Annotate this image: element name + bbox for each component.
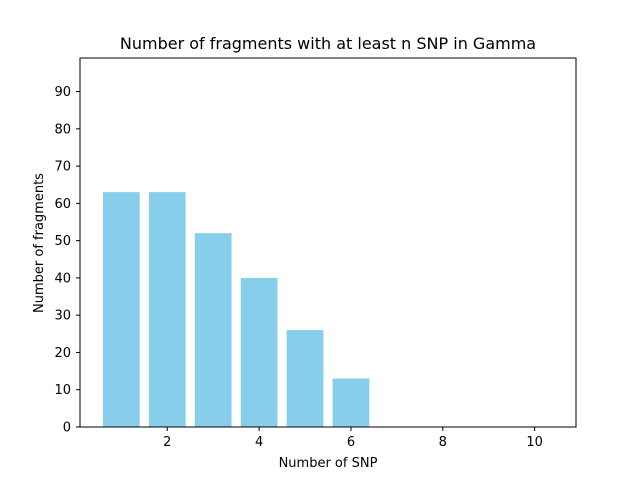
- y-tick-label: 30: [54, 309, 71, 324]
- axes-layer: 2 4 6 8 10 0 10 20 30 40 50 60 70 80 90: [54, 57, 577, 450]
- bar-2: [148, 192, 186, 427]
- bars-layer: [102, 192, 370, 427]
- plot-frame: [79, 57, 577, 428]
- x-tick-label: 4: [255, 435, 263, 450]
- y-tick-label: 20: [54, 346, 71, 361]
- x-tick-label: 8: [439, 435, 447, 450]
- y-tick-label: 70: [54, 160, 71, 175]
- x-tick-label: 2: [163, 435, 171, 450]
- bar-5: [286, 330, 324, 427]
- x-axis-label: Number of SNP: [279, 456, 378, 471]
- bar-1: [102, 192, 140, 427]
- y-tick-label: 10: [54, 383, 71, 398]
- y-tick-label: 50: [54, 234, 71, 249]
- y-tick-label: 40: [54, 271, 71, 286]
- y-tick-label: 0: [63, 421, 71, 436]
- y-tick-label: 90: [54, 85, 71, 100]
- bar-4: [240, 277, 278, 427]
- y-tick-label: 60: [54, 197, 71, 212]
- bar-6: [332, 378, 370, 427]
- x-tick-label: 10: [526, 435, 543, 450]
- bar-3: [194, 233, 232, 427]
- x-tick-label: 6: [347, 435, 355, 450]
- y-axis-label: Number of fragments: [32, 173, 47, 313]
- y-tick-label: 80: [54, 122, 71, 137]
- chart-title: Number of fragments with at least n SNP …: [120, 34, 536, 53]
